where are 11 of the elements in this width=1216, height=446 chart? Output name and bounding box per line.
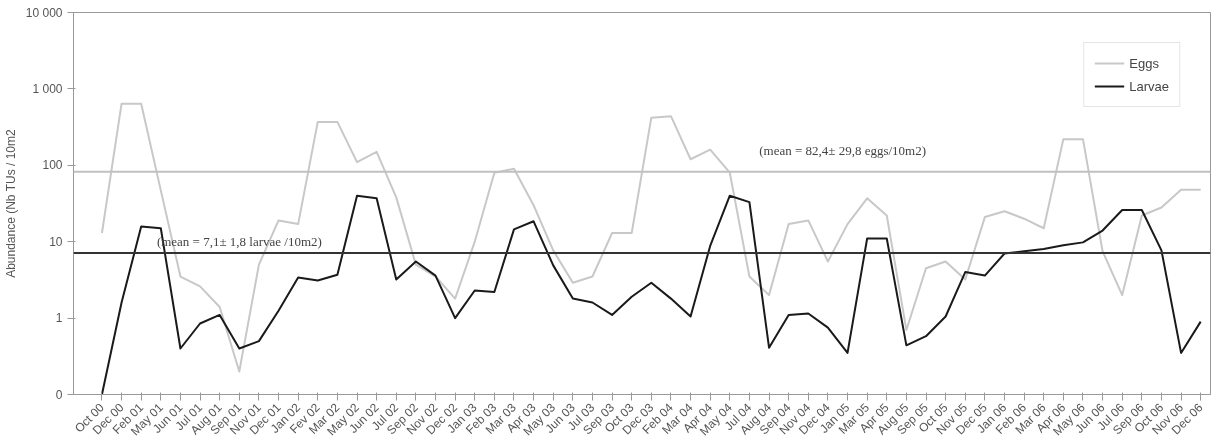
y-tick-label: 0 [55, 387, 63, 402]
legend-label: Eggs [1129, 55, 1159, 71]
y-tick-label: 10 000 [25, 5, 63, 20]
legend-label: Larvae [1129, 78, 1169, 94]
ref-line-label: (mean = 82,4± 29,8 eggs/10m2) [759, 142, 927, 158]
y-axis-title: Abundance (Nb TUs / 10m2 [3, 129, 18, 278]
line-series [100, 194, 1202, 395]
y-tick-label: 100 [42, 158, 63, 173]
y-tick-label: 10 [49, 234, 63, 249]
y-tick-label: 1 000 [32, 81, 63, 96]
y-tick-label: 1 [55, 311, 63, 326]
